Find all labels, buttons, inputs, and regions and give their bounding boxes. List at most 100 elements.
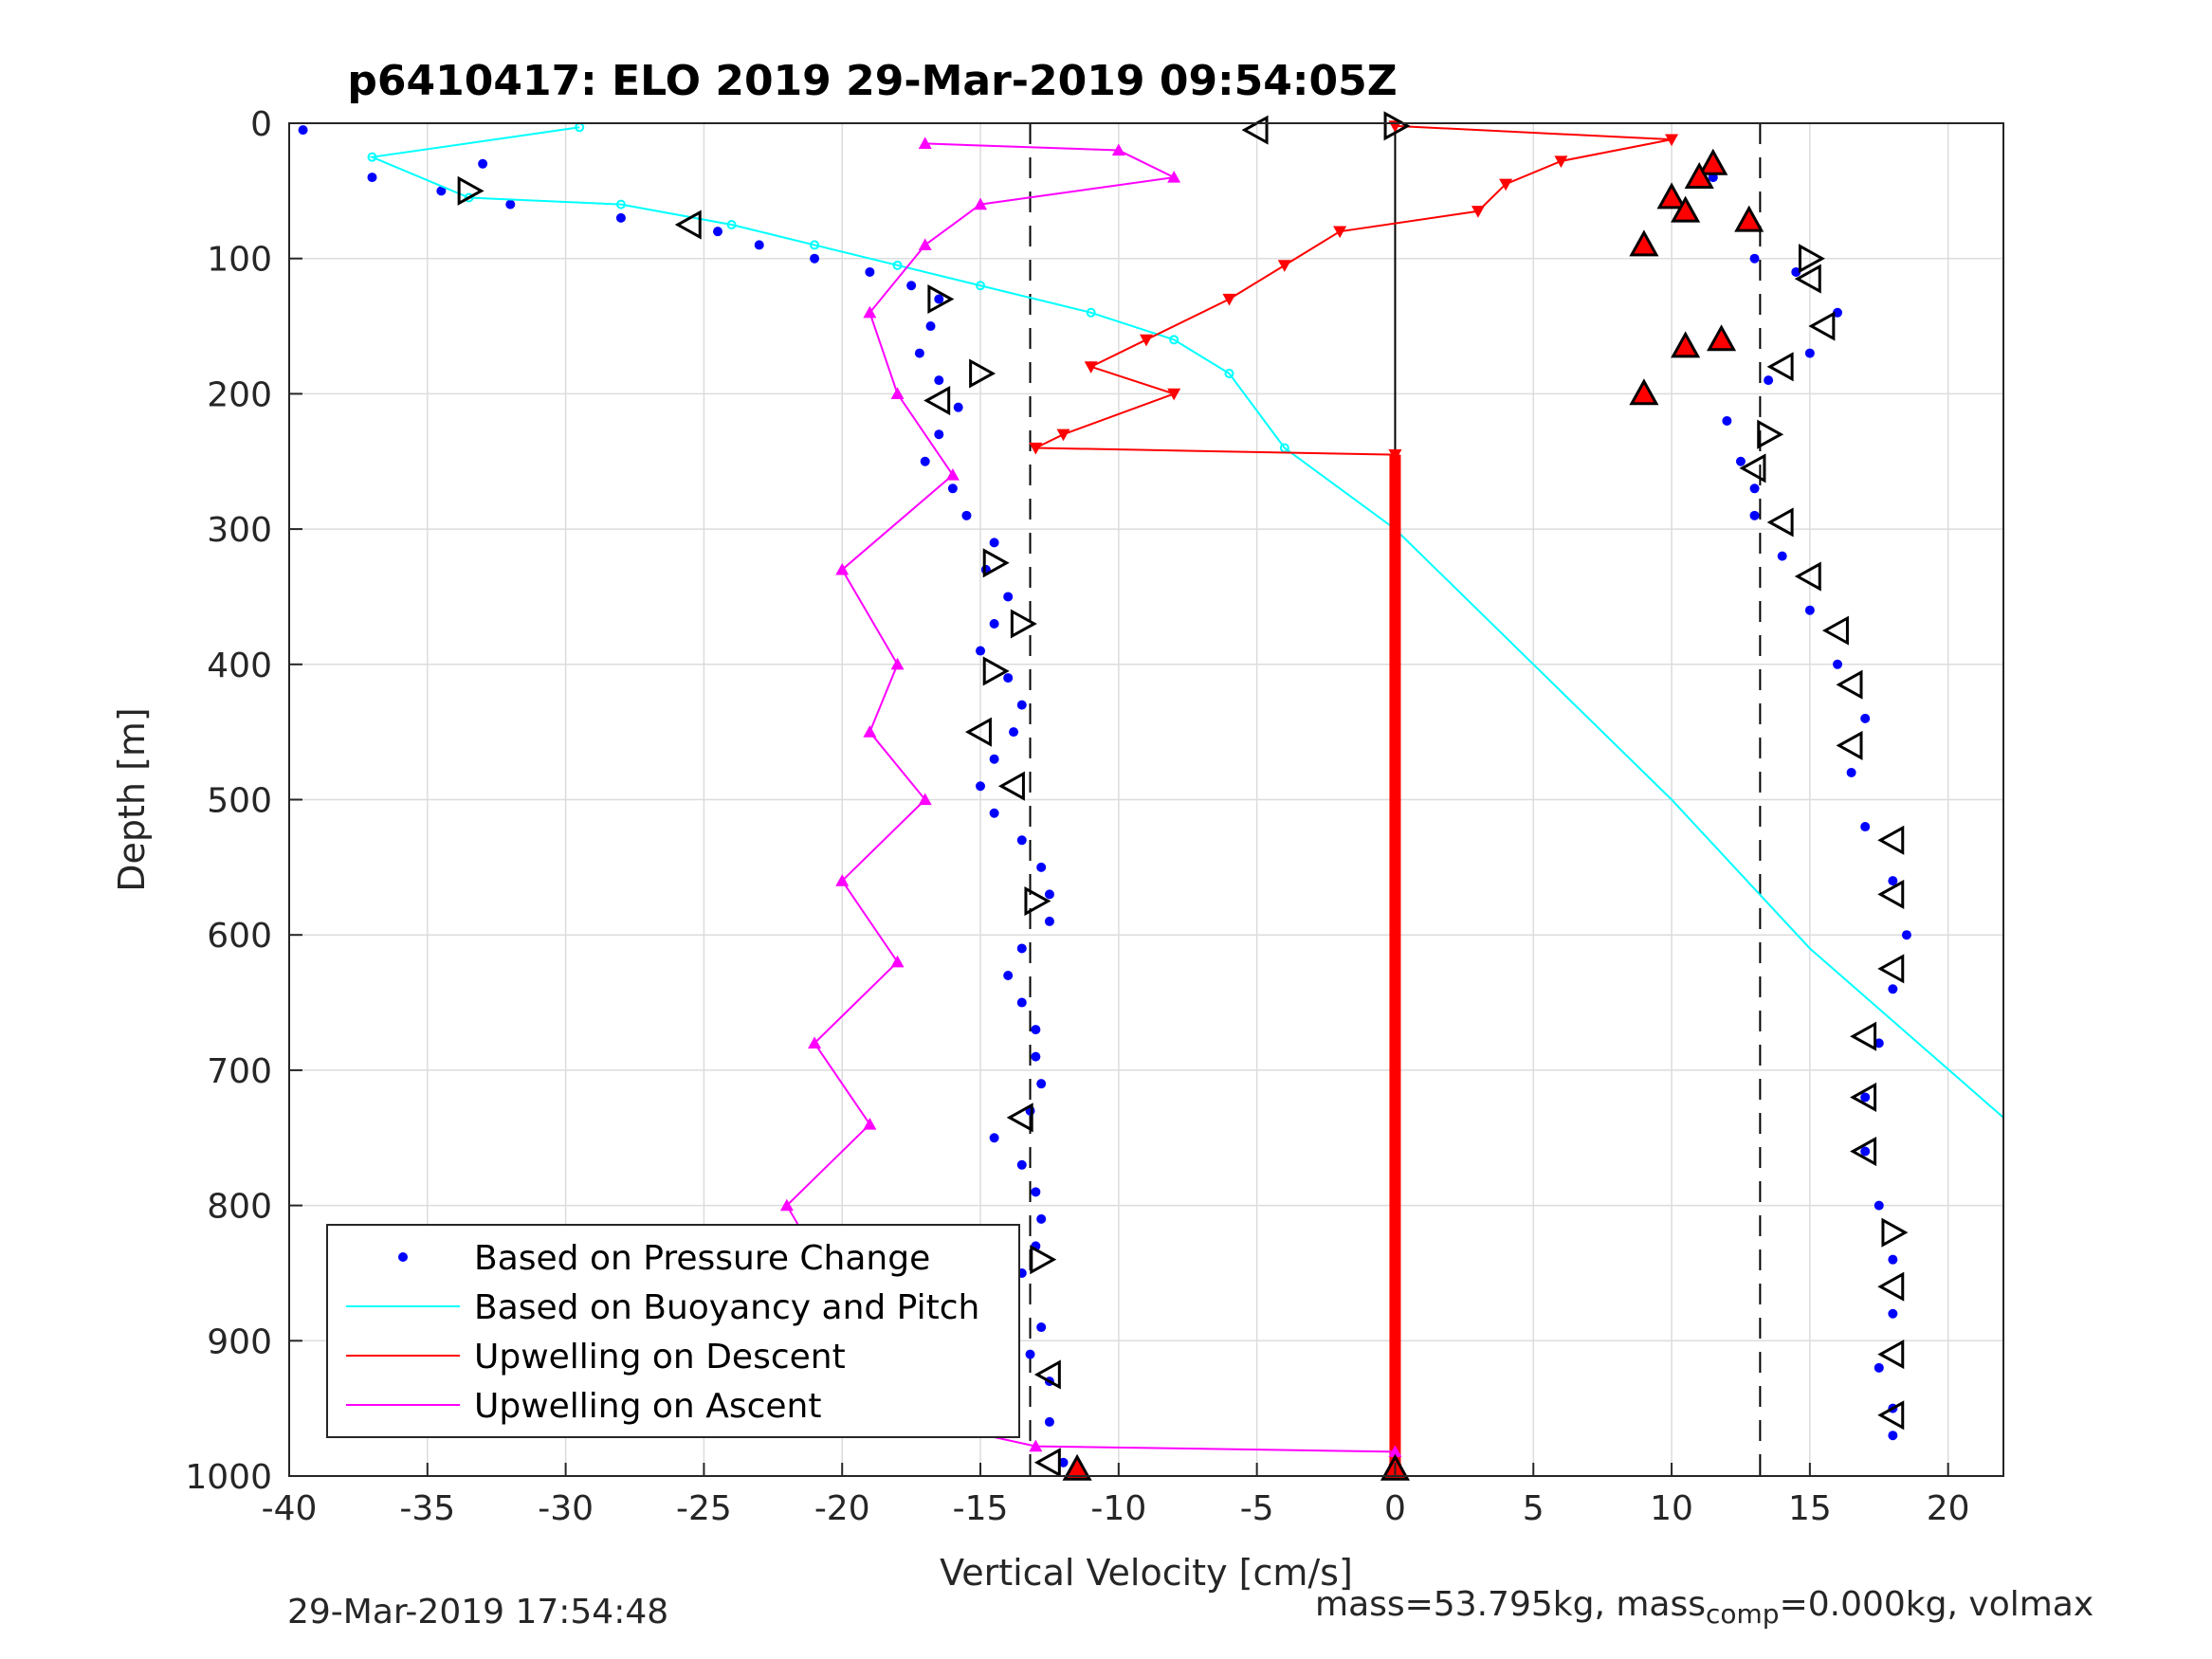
pressure-point (1804, 605, 1815, 615)
open-triangle-marker (1794, 264, 1821, 294)
ascent-point (808, 1036, 822, 1048)
pressure-point (713, 227, 722, 237)
open-triangle-marker (1383, 111, 1411, 141)
x-tick-label: -20 (814, 1489, 870, 1528)
pressure-point (754, 240, 764, 250)
ascent-point (1029, 1439, 1043, 1452)
open-triangle-marker (997, 771, 1025, 801)
open-triangle-marker (969, 358, 996, 389)
pressure-point (1749, 253, 1760, 264)
ascent-point (890, 955, 905, 968)
filled-red-triangle-marker (1734, 205, 1764, 232)
pressure-point (1888, 876, 1898, 886)
y-tick-label: 600 (207, 917, 272, 956)
filled-red-triangle-marker (1656, 182, 1687, 210)
ascent-point (1167, 171, 1181, 183)
pressure-point (1016, 700, 1027, 710)
open-triangle-marker (1877, 1340, 1905, 1370)
pressure-point (976, 781, 986, 792)
pressure-point (367, 173, 377, 183)
buoyancy-point (1086, 307, 1096, 318)
x-tick-label: 15 (1788, 1489, 1832, 1528)
pressure-point (1016, 943, 1027, 954)
pressure-point (989, 754, 999, 764)
legend-entry: Upwelling on Descent (474, 1338, 846, 1376)
y-tick-label: 900 (207, 1322, 272, 1361)
open-triangle-marker (1808, 311, 1836, 341)
pressure-point (1735, 456, 1746, 466)
ascent-point (863, 1117, 877, 1130)
pressure-point (436, 186, 447, 196)
x-tick-label: 5 (1523, 1489, 1545, 1528)
pressure-point (1901, 930, 1911, 940)
pressure-point (1804, 348, 1815, 358)
pressure-point (298, 125, 308, 136)
x-tick-label: 10 (1650, 1489, 1693, 1528)
buoyancy-line (368, 126, 2004, 1119)
open-triangle-marker (1850, 1136, 1877, 1167)
buoyancy-point (464, 192, 474, 203)
open-triangle-marker (1877, 1400, 1905, 1431)
open-triangle-marker (1877, 954, 1905, 984)
descent-zero-column (1389, 454, 1401, 1469)
pressure-point (1036, 1079, 1047, 1089)
open-triangle-marker (674, 210, 702, 240)
y-tick-label: 200 (207, 375, 272, 414)
filled-red-triangle-marker (1671, 195, 1701, 223)
pressure-point (1874, 1362, 1884, 1373)
x-tick-label: -10 (1090, 1489, 1146, 1528)
open-triangle-marker (1798, 244, 1825, 274)
open-triangle-marker (1010, 609, 1037, 639)
pressure-point (947, 483, 958, 494)
x-tick-label: -25 (676, 1489, 732, 1528)
filled-red-triangle-marker (1707, 324, 1737, 352)
pressure-point (989, 808, 999, 818)
pressure-point (1791, 266, 1801, 277)
pressure-point (934, 294, 944, 304)
legend-swatch (398, 1252, 408, 1262)
pressure-point (1833, 307, 1843, 318)
pressure-point (989, 618, 999, 629)
ascent-point (779, 1198, 794, 1212)
pressure-point (1031, 1187, 1041, 1197)
open-triangle-marker (1881, 1217, 1909, 1248)
pressure-point (1860, 713, 1871, 723)
x-tick-label: -35 (399, 1489, 455, 1528)
pressure-point (906, 281, 917, 291)
descent-point (1665, 134, 1679, 147)
y-tick-label: 1000 (185, 1458, 272, 1497)
pressure-point (1003, 673, 1014, 684)
buoyancy-point (726, 220, 737, 230)
open-triangle-marker (1794, 561, 1821, 592)
ascent-point (890, 657, 905, 670)
pressure-point (1016, 997, 1027, 1008)
pressure-point (925, 321, 936, 332)
x-tick-label: -15 (953, 1489, 1009, 1528)
pressure-point (1777, 551, 1787, 561)
y-tick-label: 0 (250, 105, 272, 144)
footer-mass-info: mass=53.795kg, masscomp=0.000kg, volmax (1315, 1585, 2093, 1630)
legend-entry: Upwelling on Ascent (474, 1387, 821, 1426)
descent-point (1277, 260, 1291, 272)
ascent-point (918, 793, 932, 806)
pressure-point (961, 510, 972, 520)
pressure-point (1888, 1254, 1898, 1265)
pressure-point (1860, 1146, 1871, 1157)
descent-point (1084, 361, 1098, 374)
open-triangle-marker (1006, 1103, 1033, 1133)
legend-box (326, 1224, 1020, 1438)
pressure-point (810, 253, 820, 264)
ascent-point (835, 562, 850, 575)
pressure-point (1031, 1025, 1041, 1035)
x-tick-label: -5 (1240, 1489, 1274, 1528)
pressure-point (1860, 1092, 1871, 1103)
pressure-point (920, 456, 930, 466)
filled-red-triangle-marker (1698, 148, 1728, 175)
descent-point (1056, 428, 1070, 442)
x-axis-label: Vertical Velocity [cm/s] (940, 1552, 1353, 1594)
descent-point (1222, 293, 1236, 306)
ascent-point (890, 387, 905, 399)
pressure-point (934, 429, 944, 440)
open-triangle-marker (1850, 1021, 1877, 1051)
